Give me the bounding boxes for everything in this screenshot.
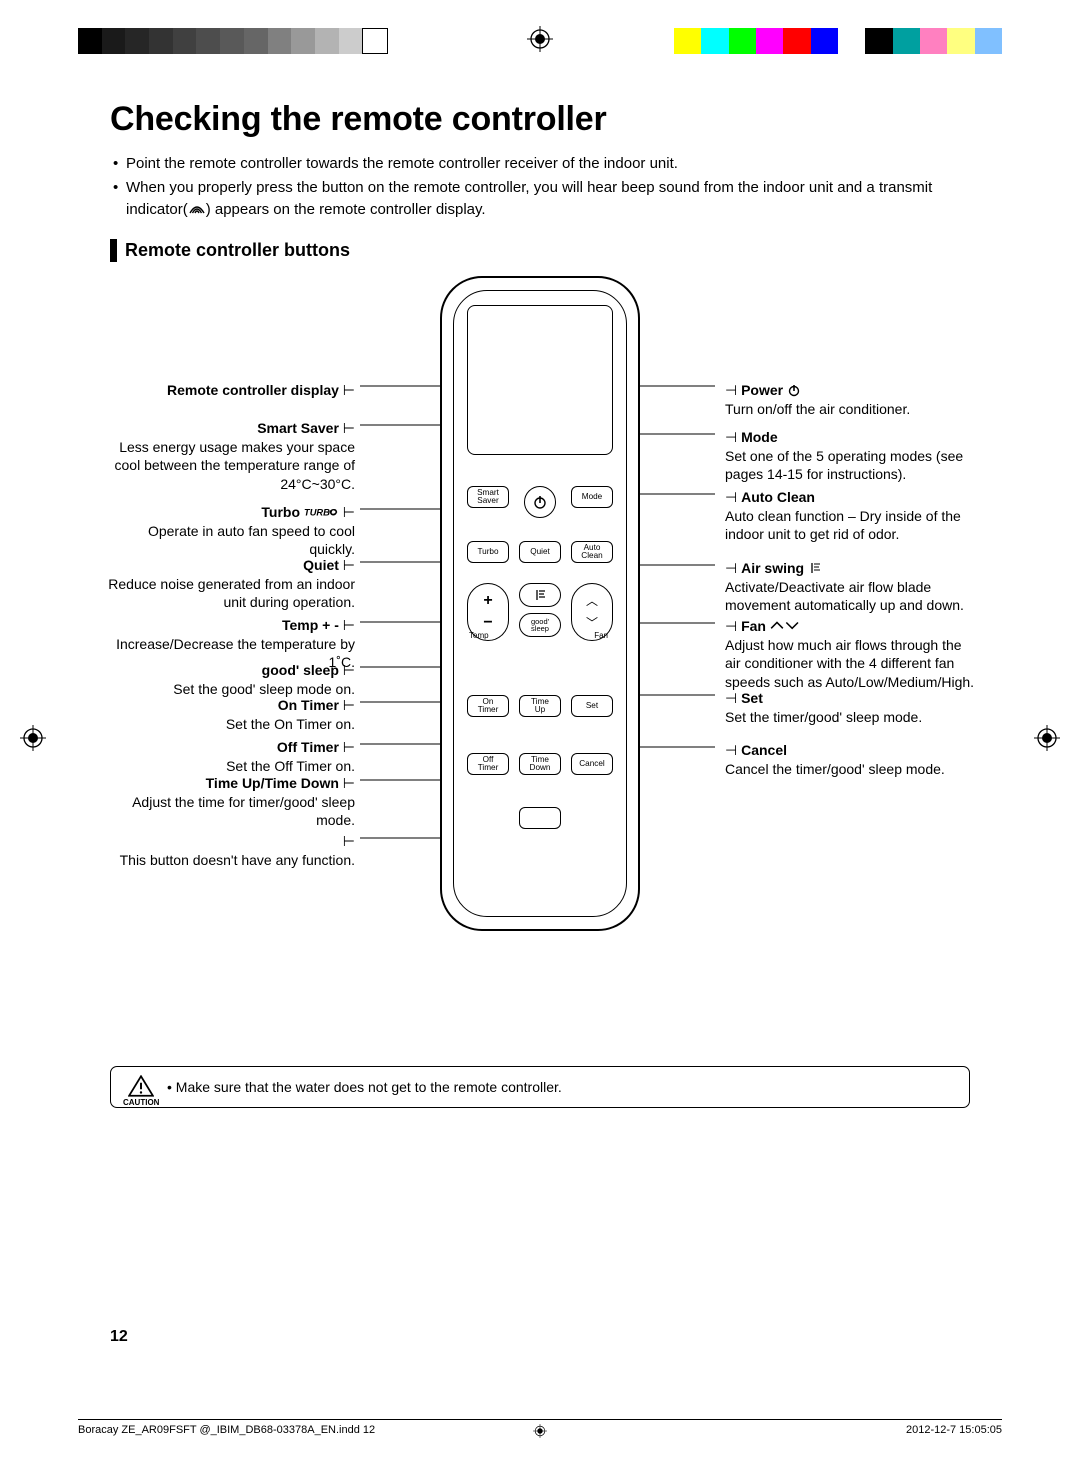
label-entry: Air swing Activate/Deactivate air flow b…	[725, 559, 975, 614]
set-button[interactable]: Set	[571, 695, 613, 717]
signal-icon	[188, 200, 206, 222]
temp-label: Temp	[469, 631, 489, 640]
footer-mark	[533, 1424, 547, 1441]
caution-box: CAUTION • Make sure that the water does …	[110, 1066, 970, 1108]
button-row-2: Turbo Quiet AutoClean	[467, 541, 613, 563]
label-entry: Smart SaverLess energy usage makes your …	[105, 419, 355, 493]
remote-screen	[467, 305, 613, 455]
button-row-4: OnTimer TimeUp Set	[467, 695, 613, 717]
time-up-button[interactable]: TimeUp	[519, 695, 561, 717]
section-heading: Remote controller buttons	[110, 239, 970, 262]
caution-text: Make sure that the water does not get to…	[176, 1079, 562, 1095]
caution-label: CAUTION	[123, 1098, 159, 1107]
heading-text: Remote controller buttons	[125, 240, 350, 261]
label-entry: Fan Adjust how much air flows through th…	[725, 617, 975, 691]
cancel-button[interactable]: Cancel	[571, 753, 613, 775]
page-content: Checking the remote controller Point the…	[110, 100, 970, 1356]
off-timer-button[interactable]: OffTimer	[467, 753, 509, 775]
intro-list: Point the remote controller towards the …	[110, 153, 970, 221]
button-row-1: SmartSaver Mode	[467, 486, 613, 518]
power-button[interactable]	[524, 486, 556, 518]
turbo-button[interactable]: Turbo	[467, 541, 509, 563]
remote-body: SmartSaver Mode Turbo Quiet AutoClean +−…	[440, 276, 640, 931]
label-entry: Power Turn on/off the air conditioner.	[725, 381, 975, 418]
caution-icon: CAUTION	[123, 1075, 159, 1107]
page-number: 12	[110, 1328, 128, 1346]
heading-bar	[110, 239, 117, 262]
button-row-5: OffTimer TimeDown Cancel	[467, 753, 613, 775]
label-entry: ModeSet one of the 5 operating modes (se…	[725, 428, 975, 483]
intro-text: Point the remote controller towards the …	[126, 155, 678, 172]
time-down-button[interactable]: TimeDown	[519, 753, 561, 775]
label-entry: This button doesn't have any function.	[105, 832, 355, 869]
auto-clean-button[interactable]: AutoClean	[571, 541, 613, 563]
register-mark-left	[20, 725, 46, 751]
smart-saver-button[interactable]: SmartSaver	[467, 486, 509, 508]
register-mark-top	[527, 26, 553, 52]
label-entry: Time Up/Time DownAdjust the time for tim…	[105, 774, 355, 829]
footer-timestamp: 2012-12-7 15:05:05	[906, 1424, 1002, 1436]
register-mark-right	[1034, 725, 1060, 751]
good-sleep-button[interactable]: good'sleep	[519, 613, 561, 637]
label-entry: QuietReduce noise generated from an indo…	[105, 556, 355, 611]
remote-diagram: Remote controller displaySmart SaverLess…	[110, 276, 970, 1016]
label-entry: Off TimerSet the Off Timer on.	[105, 738, 355, 775]
label-entry: On TimerSet the On Timer on.	[105, 696, 355, 733]
label-entry: Auto CleanAuto clean function – Dry insi…	[725, 488, 975, 543]
footer: Boracay ZE_AR09FSFT @_IBIM_DB68-03378A_E…	[78, 1419, 1002, 1436]
colorbar-right	[674, 28, 1002, 54]
label-entry: Turbo TURBOOperate in auto fan speed to …	[105, 503, 355, 558]
colorbar-left	[78, 28, 388, 54]
on-timer-button[interactable]: OnTimer	[467, 695, 509, 717]
mode-button[interactable]: Mode	[571, 486, 613, 508]
remote-inner: SmartSaver Mode Turbo Quiet AutoClean +−…	[453, 290, 627, 917]
quiet-button[interactable]: Quiet	[519, 541, 561, 563]
svg-text:TURBO: TURBO	[304, 508, 338, 518]
footer-filename: Boracay ZE_AR09FSFT @_IBIM_DB68-03378A_E…	[78, 1424, 375, 1436]
intro-item: When you properly press the button on th…	[110, 177, 970, 222]
page-title: Checking the remote controller	[110, 100, 970, 139]
label-entry: Remote controller display	[105, 381, 355, 399]
air-swing-button[interactable]	[519, 583, 561, 607]
fan-label: Fan	[594, 631, 608, 640]
label-entry: CancelCancel the timer/good' sleep mode.	[725, 741, 975, 778]
blank-button[interactable]	[519, 807, 561, 829]
label-entry: SetSet the timer/good' sleep mode.	[725, 689, 975, 726]
intro-item: Point the remote controller towards the …	[110, 153, 970, 175]
label-entry: good' sleepSet the good' sleep mode on.	[105, 661, 355, 698]
